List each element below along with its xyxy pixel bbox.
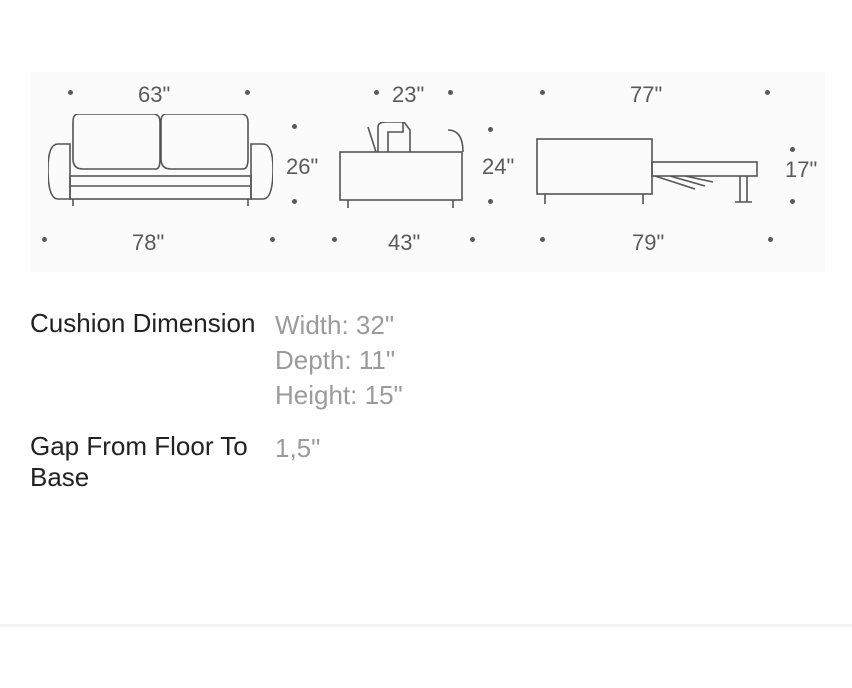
gap-label: Gap From Floor To Base xyxy=(30,431,275,493)
spec-row-cushion: Cushion Dimension Width: 32" Depth: 11" … xyxy=(30,308,630,413)
cushion-width: Width: 32" xyxy=(275,308,403,343)
dim-dot xyxy=(765,90,770,95)
cushion-depth: Depth: 11" xyxy=(275,343,403,378)
dim-dot xyxy=(374,90,379,95)
cushion-height: Height: 15" xyxy=(275,378,403,413)
cushion-values: Width: 32" Depth: 11" Height: 15" xyxy=(275,308,403,413)
side-side-height: 24" xyxy=(482,154,514,180)
spec-table: Cushion Dimension Width: 32" Depth: 11" … xyxy=(30,308,630,511)
spec-row-gap: Gap From Floor To Base 1,5" xyxy=(30,431,630,493)
sofa-extended-view xyxy=(535,134,775,219)
dim-dot xyxy=(790,147,795,152)
side-top-width: 23" xyxy=(392,82,424,108)
dim-dot xyxy=(448,90,453,95)
dim-dot xyxy=(270,237,275,242)
dim-dot xyxy=(540,237,545,242)
dim-dot xyxy=(68,90,73,95)
dimension-diagram: 63" 78" 26" 23" 43" 24" 77" 79" 17" xyxy=(30,72,825,272)
ext-side-height: 17" xyxy=(785,157,817,183)
sofa-front-view xyxy=(48,114,273,214)
dim-dot xyxy=(245,90,250,95)
dim-dot xyxy=(292,199,297,204)
sofa-side-view xyxy=(338,122,468,217)
front-top-width: 63" xyxy=(138,82,170,108)
dim-dot xyxy=(42,237,47,242)
front-side-height: 26" xyxy=(286,154,318,180)
dim-dot xyxy=(790,199,795,204)
footer-divider xyxy=(0,624,852,627)
side-bottom-width: 43" xyxy=(388,230,420,256)
cushion-label: Cushion Dimension xyxy=(30,308,275,413)
ext-top-width: 77" xyxy=(630,82,662,108)
dim-dot xyxy=(488,199,493,204)
ext-bottom-width: 79" xyxy=(632,230,664,256)
front-bottom-width: 78" xyxy=(132,230,164,256)
dim-dot xyxy=(292,124,297,129)
gap-value: 1,5" xyxy=(275,431,320,493)
dim-dot xyxy=(540,90,545,95)
dim-dot xyxy=(488,127,493,132)
dim-dot xyxy=(470,237,475,242)
dim-dot xyxy=(768,237,773,242)
dim-dot xyxy=(332,237,337,242)
